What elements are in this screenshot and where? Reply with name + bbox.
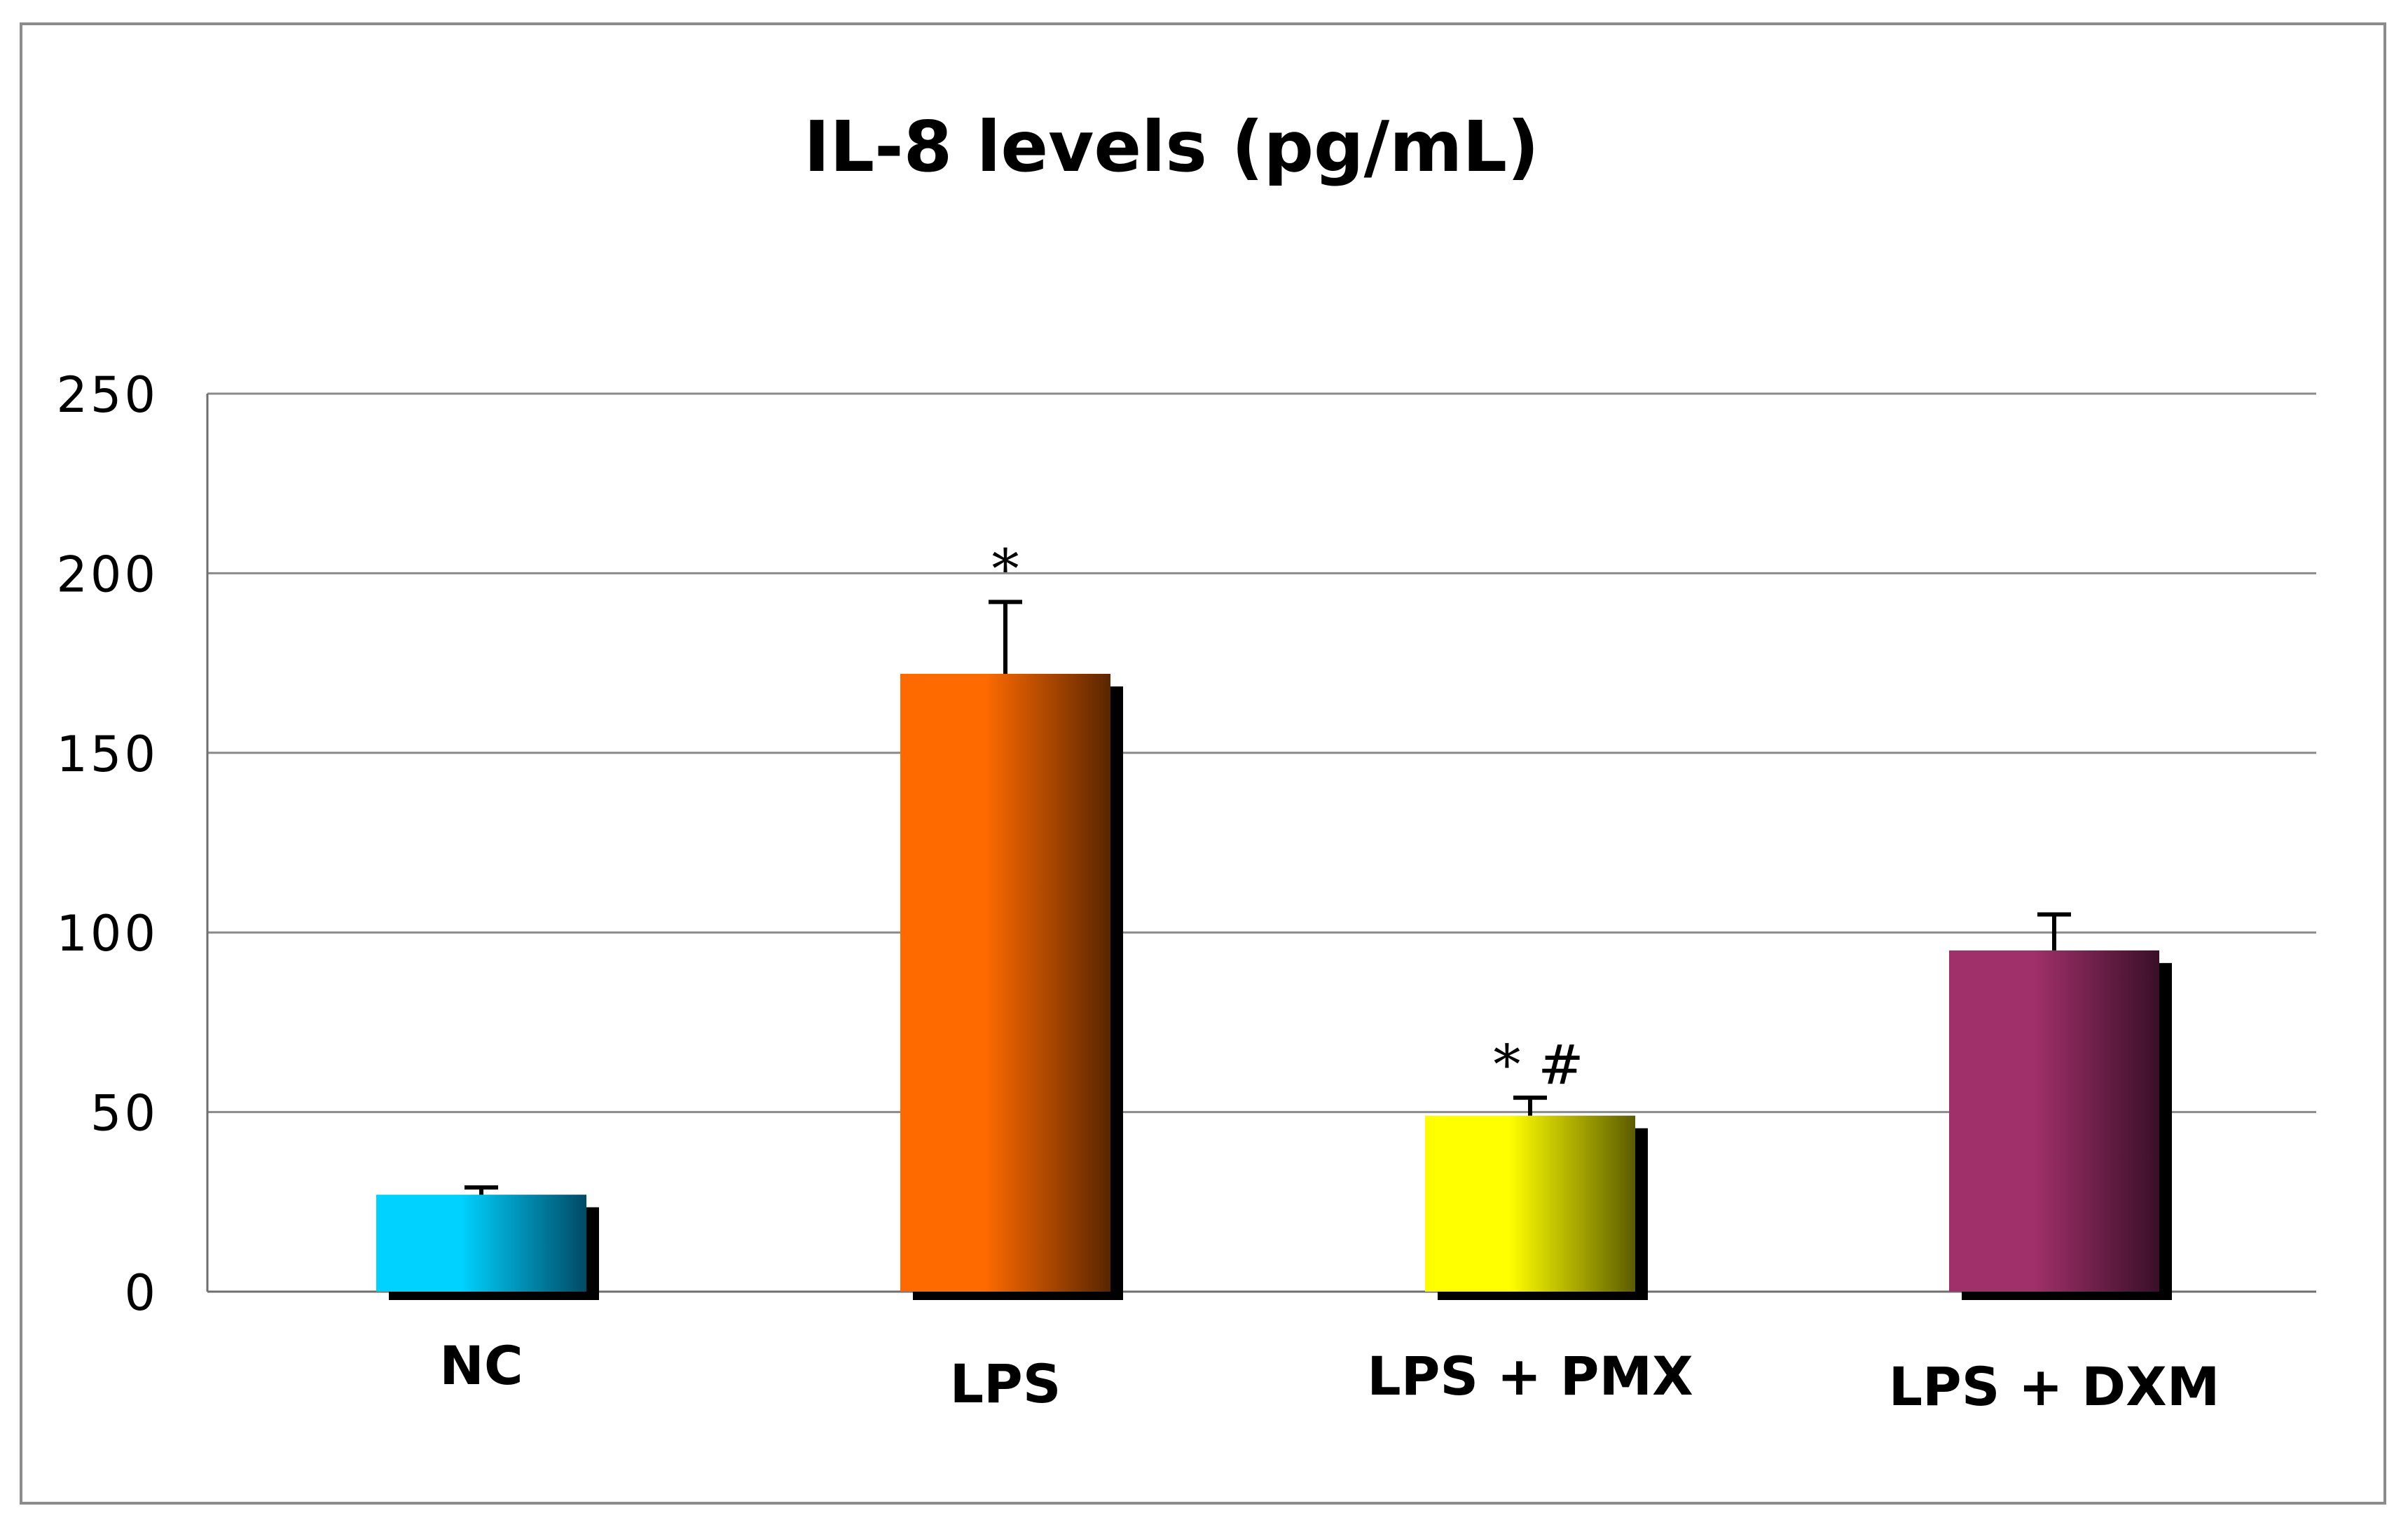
y-tick-label: 250: [56, 366, 158, 424]
x-tick-label: NC: [439, 1334, 523, 1397]
y-tick-label: 150: [56, 726, 158, 783]
bars: * * #: [376, 538, 2172, 1300]
significance-label: *: [992, 538, 1019, 601]
chart-frame: IL-8 levels (pg/mL) 0 50 100 150 200 250 * * #…: [20, 22, 2386, 1505]
bar-lps-dxm: [1949, 950, 2159, 1292]
y-tick-label: 50: [90, 1085, 158, 1142]
y-tick-label: 0: [124, 1264, 158, 1322]
error-bar: [1513, 1096, 1547, 1116]
chart-title: IL-8 levels (pg/mL): [804, 106, 1539, 188]
x-tick-label: LPS: [950, 1353, 1061, 1415]
error-bar: [989, 600, 1022, 674]
bar-nc: [376, 1194, 586, 1292]
error-bar: [465, 1185, 498, 1195]
error-bar: [2037, 912, 2071, 951]
x-tick-label: LPS + DXM: [1889, 1355, 2220, 1418]
y-axis-ticks: 0 50 100 150 200 250: [56, 366, 158, 1322]
x-tick-label: LPS + PMX: [1367, 1345, 1693, 1407]
y-tick-label: 200: [56, 546, 158, 603]
bar-lps-pmx: [1425, 1115, 1635, 1292]
bar-chart: IL-8 levels (pg/mL) 0 50 100 150 200 250 * * #…: [56, 106, 2316, 1418]
significance-label: * #: [1493, 1034, 1583, 1097]
bar-lps: [900, 673, 1110, 1292]
x-axis-ticks: NC LPS LPS + PMX LPS + DXM: [439, 1334, 2220, 1418]
y-tick-label: 100: [56, 905, 158, 962]
